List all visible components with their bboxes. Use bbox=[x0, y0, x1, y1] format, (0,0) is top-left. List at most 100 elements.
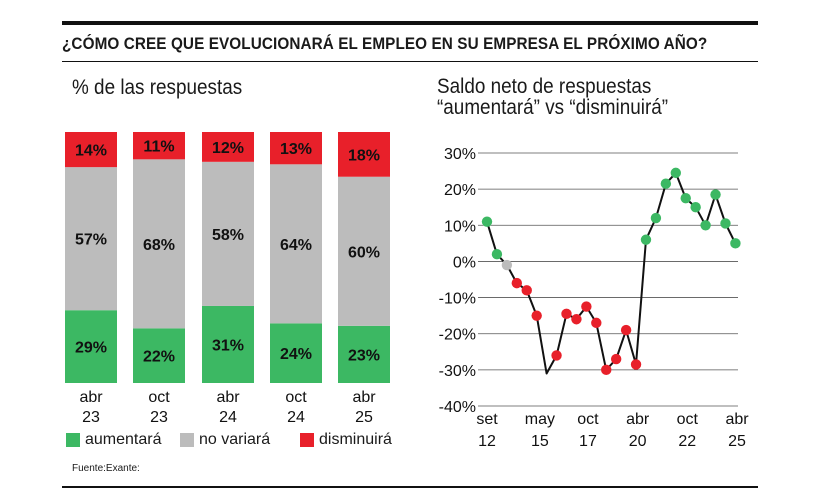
bar-category-label-1-line-2: 23 bbox=[82, 409, 100, 426]
bar-category-label-2-line-2: 23 bbox=[150, 409, 168, 426]
line-chart-title: Saldo neto de respuestas “aumentará” vs … bbox=[437, 76, 668, 118]
source-note: Fuente:Exante: bbox=[72, 463, 140, 474]
bar-value-label-aumentara-1: 29% bbox=[75, 340, 107, 357]
bar-value-label-no-variara-1: 57% bbox=[75, 232, 107, 249]
bar-value-label-no-variara-5: 60% bbox=[348, 244, 380, 261]
bar-value-label-no-variara-3: 58% bbox=[212, 227, 244, 244]
data-point-5 bbox=[521, 285, 532, 296]
x-tick-label-1-line-2: 12 bbox=[478, 433, 496, 450]
bar-value-label-disminuira-1: 14% bbox=[75, 143, 107, 160]
data-point-2 bbox=[491, 249, 503, 260]
y-tick-label-4: 0% bbox=[453, 254, 476, 271]
data-point-8 bbox=[561, 308, 572, 320]
x-tick-label-2-line-1: may bbox=[525, 411, 555, 428]
bar-segment-no-variara-1 bbox=[65, 167, 117, 311]
bar-segment-aumentara-3 bbox=[202, 305, 254, 383]
data-point-12 bbox=[601, 364, 612, 376]
data-point-18 bbox=[660, 178, 672, 189]
x-tick-label-4-line-2: 20 bbox=[629, 433, 647, 450]
bar-value-label-aumentara-3: 31% bbox=[212, 337, 244, 354]
bar-value-label-no-variara-4: 64% bbox=[280, 237, 312, 254]
legend-swatch-aumentara bbox=[66, 433, 80, 447]
bar-segment-no-variara-2 bbox=[133, 159, 185, 329]
bar-segment-no-variara-4 bbox=[270, 164, 322, 324]
bar-value-label-aumentara-2: 22% bbox=[143, 349, 175, 366]
legend-label-aumentara: aumentará bbox=[85, 431, 162, 448]
x-tick-label-1-line-1: set bbox=[476, 411, 498, 428]
bar-value-label-disminuira-5: 18% bbox=[348, 147, 380, 164]
legend-item-aumentara: aumentará bbox=[66, 431, 162, 449]
data-point-10 bbox=[581, 301, 592, 312]
data-point-13 bbox=[610, 353, 622, 365]
y-tick-label-8: -40% bbox=[439, 399, 476, 416]
bar-segment-no-variara-3 bbox=[202, 161, 254, 306]
data-point-19 bbox=[670, 167, 681, 179]
data-point-16 bbox=[640, 234, 652, 245]
bottom-rule bbox=[62, 486, 758, 488]
data-point-24 bbox=[720, 218, 731, 229]
bar-segment-disminuira-5 bbox=[338, 132, 390, 177]
bar-value-label-disminuira-4: 13% bbox=[280, 141, 312, 158]
x-tick-label-3-line-2: 17 bbox=[579, 433, 597, 450]
bar-segment-disminuira-3 bbox=[202, 132, 254, 162]
data-point-25 bbox=[730, 238, 741, 249]
data-point-1 bbox=[481, 216, 493, 227]
bar-value-label-no-variara-2: 68% bbox=[143, 237, 175, 254]
y-tick-label-3: 10% bbox=[444, 218, 476, 235]
legend-item-no-variara: no variará bbox=[180, 431, 270, 449]
x-tick-label-6-line-1: abr bbox=[725, 411, 749, 428]
bar-value-label-disminuira-3: 12% bbox=[212, 140, 244, 157]
bar-segment-no-variara-5 bbox=[338, 176, 390, 326]
data-point-22 bbox=[700, 220, 711, 231]
bar-segment-disminuira-4 bbox=[270, 132, 322, 165]
data-point-3 bbox=[501, 259, 513, 271]
top-rule bbox=[62, 21, 758, 25]
bar-segment-disminuira-1 bbox=[65, 132, 117, 168]
bar-segment-disminuira-2 bbox=[133, 132, 185, 160]
data-point-7 bbox=[551, 350, 562, 361]
data-point-4 bbox=[511, 277, 523, 289]
x-tick-label-3-line-1: oct bbox=[577, 411, 599, 428]
data-point-15 bbox=[630, 359, 642, 370]
line-chart-title-line-1: Saldo neto de respuestas bbox=[437, 75, 652, 98]
bar-value-label-aumentara-5: 23% bbox=[348, 347, 380, 364]
data-point-6 bbox=[531, 310, 542, 321]
y-tick-label-1: 30% bbox=[444, 146, 476, 163]
x-tick-label-2-line-2: 15 bbox=[531, 433, 549, 450]
y-tick-label-2: 20% bbox=[444, 182, 476, 199]
y-tick-label-5: -10% bbox=[439, 291, 476, 308]
bar-chart-title: % de las respuestas bbox=[72, 76, 243, 99]
chart-title: ¿CÓMO CREE QUE EVOLUCIONARÁ EL EMPLEO EN… bbox=[62, 34, 708, 53]
bar-category-label-3-line-2: 24 bbox=[219, 409, 237, 426]
data-point-17 bbox=[650, 212, 662, 224]
bar-segment-aumentara-4 bbox=[270, 323, 322, 383]
bar-category-label-4-line-1: oct bbox=[285, 389, 307, 406]
y-tick-label-6: -20% bbox=[439, 327, 476, 344]
bar-segment-aumentara-2 bbox=[133, 328, 185, 383]
data-point-20 bbox=[680, 192, 691, 204]
bar-category-label-2-line-1: oct bbox=[148, 389, 170, 406]
bar-category-label-5-line-1: abr bbox=[352, 389, 376, 406]
bar-category-label-4-line-2: 24 bbox=[287, 409, 305, 426]
line-chart-title-line-2: “aumentará” vs “disminuirá” bbox=[437, 96, 669, 119]
legend-swatch-no-variara bbox=[180, 433, 194, 447]
bar-category-label-5-line-2: 25 bbox=[355, 409, 373, 426]
legend-swatch-disminuira bbox=[300, 433, 314, 447]
x-tick-label-5-line-2: 22 bbox=[678, 433, 696, 450]
data-point-23 bbox=[710, 189, 721, 200]
x-tick-label-4-line-1: abr bbox=[626, 411, 650, 428]
bar-value-label-disminuira-2: 11% bbox=[143, 139, 174, 156]
data-point-14 bbox=[620, 324, 632, 336]
bar-segment-aumentara-5 bbox=[338, 325, 390, 383]
bar-segment-aumentara-1 bbox=[65, 310, 117, 383]
data-point-11 bbox=[591, 317, 602, 329]
x-tick-label-5-line-1: oct bbox=[677, 411, 699, 428]
bar-value-label-aumentara-4: 24% bbox=[280, 346, 312, 363]
legend-label-disminuira: disminuirá bbox=[319, 431, 392, 448]
data-point-9 bbox=[571, 314, 582, 325]
legend-label-no-variara: no variará bbox=[199, 431, 271, 448]
legend-item-disminuira: disminuirá bbox=[300, 431, 392, 449]
title-divider bbox=[62, 61, 758, 62]
y-tick-label-7: -30% bbox=[439, 363, 476, 380]
